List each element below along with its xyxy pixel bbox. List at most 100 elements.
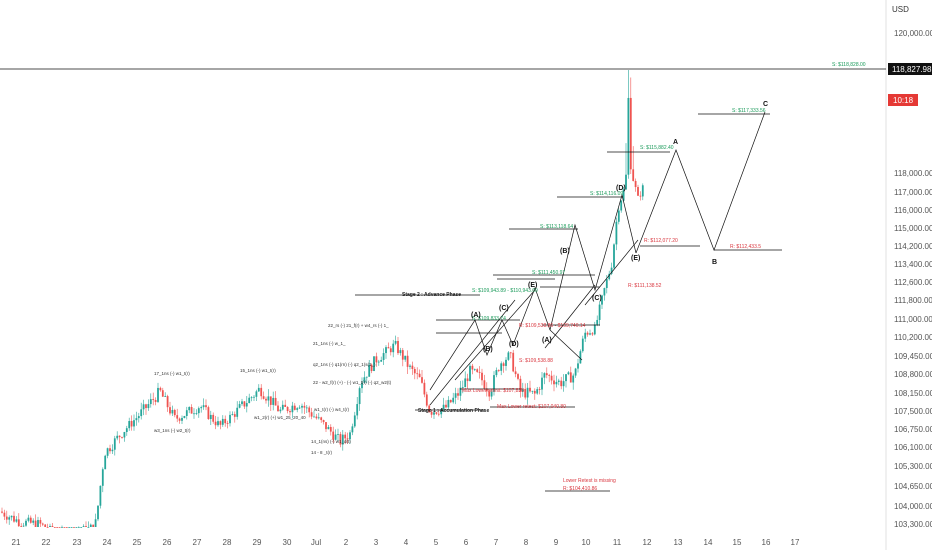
candle-body	[632, 169, 635, 181]
candle-body	[533, 390, 536, 394]
candle-body	[111, 449, 114, 452]
candle-body	[565, 374, 567, 382]
x-tick-label: Jul	[311, 538, 321, 547]
x-tick-label: 22	[42, 538, 51, 547]
candle-body	[476, 369, 479, 372]
candle-body	[291, 405, 294, 413]
candle-body	[356, 404, 359, 416]
candle-body	[286, 406, 289, 412]
level-label: R: $112,433.5	[730, 244, 761, 250]
candle-body	[298, 407, 301, 409]
candle-body	[116, 435, 119, 439]
x-tick-label: 11	[613, 538, 622, 547]
wave-count-text: 21_1ns (-) w_1_	[313, 341, 346, 346]
candle-body	[245, 403, 248, 407]
candle-body	[500, 363, 503, 371]
projection-label-a: A	[673, 139, 678, 146]
candle-body	[238, 404, 241, 408]
candle-body	[421, 377, 423, 383]
candle-body	[207, 407, 210, 420]
candle-body	[3, 512, 6, 517]
candle-body	[106, 448, 109, 456]
candle-body	[375, 356, 378, 363]
candle-body	[639, 195, 642, 197]
x-tick-label: 29	[253, 538, 262, 547]
candle-body	[236, 407, 239, 417]
candle-body	[145, 404, 147, 409]
candle-body	[401, 350, 404, 360]
candle-body	[310, 412, 313, 417]
x-tick-label: 24	[103, 538, 112, 547]
candle-body	[454, 393, 457, 398]
candle-body	[303, 405, 306, 408]
candle-body	[550, 375, 553, 381]
candle-body	[627, 97, 630, 175]
candle-body	[229, 414, 231, 424]
candle-body	[382, 353, 385, 360]
candle-body	[373, 356, 375, 372]
candle-body	[430, 411, 433, 415]
candle-body	[617, 210, 620, 222]
candle-body	[58, 527, 61, 528]
x-tick-label: 2	[344, 538, 349, 547]
candle-body	[73, 527, 75, 528]
wave-count-text: 17_1ns (-) w1_t(r)	[154, 371, 190, 376]
candle-body	[641, 185, 644, 197]
candle-body	[123, 432, 126, 438]
candle-body	[274, 397, 277, 406]
candle-body	[135, 418, 138, 421]
candle-body	[598, 304, 601, 320]
candle-body	[514, 371, 517, 375]
candle-body	[545, 373, 548, 376]
candle-body	[301, 405, 303, 408]
level-label: S: $117,333.56	[732, 108, 766, 114]
candle-body	[471, 365, 474, 370]
candle-body	[224, 418, 227, 424]
candle-body	[253, 396, 255, 398]
candle-body	[365, 376, 368, 378]
candle-body	[267, 396, 270, 401]
candle-body	[440, 409, 443, 415]
candle-body	[183, 415, 186, 418]
y-tick-label: 110,200.00	[894, 333, 932, 342]
candle-body	[469, 365, 471, 382]
candle-body	[118, 435, 121, 438]
candle-body	[337, 434, 339, 435]
candle-body	[233, 414, 236, 417]
candle-body	[413, 368, 416, 374]
level-label: R: $109,538.86 - $109,740.14	[519, 323, 586, 329]
candle-body	[65, 527, 68, 528]
candle-body	[334, 434, 337, 440]
wave-label: (B)	[560, 248, 570, 255]
candle-body	[548, 375, 551, 376]
candle-body	[277, 405, 279, 412]
current-price-text: 118,827.98	[892, 65, 932, 74]
x-tick-label: 9	[554, 538, 559, 547]
level-label: Max Lower retest: $107,838	[462, 388, 524, 394]
channel-line	[454, 289, 536, 381]
candle-body	[281, 404, 284, 410]
y-tick-label: 120,000.00	[894, 29, 932, 38]
candle-body	[121, 437, 123, 438]
candle-body	[293, 405, 296, 410]
candle-body	[37, 520, 39, 527]
candle-body	[202, 405, 205, 408]
projection-zigzag	[635, 111, 766, 254]
candle-body	[255, 391, 258, 397]
y-tick-label: 111,000.00	[894, 315, 932, 324]
candle-body	[70, 527, 73, 528]
candle-body	[8, 517, 11, 520]
wave-count-text: 22 - w2_f(r) (+) - (-) w1_t(r) (-) q2_w2…	[313, 380, 392, 385]
candle-body	[368, 364, 371, 377]
currency-label: USD	[892, 5, 909, 14]
y-tick-label: 107,500.00	[894, 407, 932, 416]
candle-body	[125, 428, 128, 433]
candle-body	[262, 396, 265, 399]
candle-body	[603, 288, 606, 296]
candle-body	[387, 347, 390, 349]
current-price-badge	[888, 63, 932, 75]
candle-body	[531, 390, 534, 392]
candle-body	[296, 408, 299, 410]
x-tick-label: 6	[464, 538, 469, 547]
